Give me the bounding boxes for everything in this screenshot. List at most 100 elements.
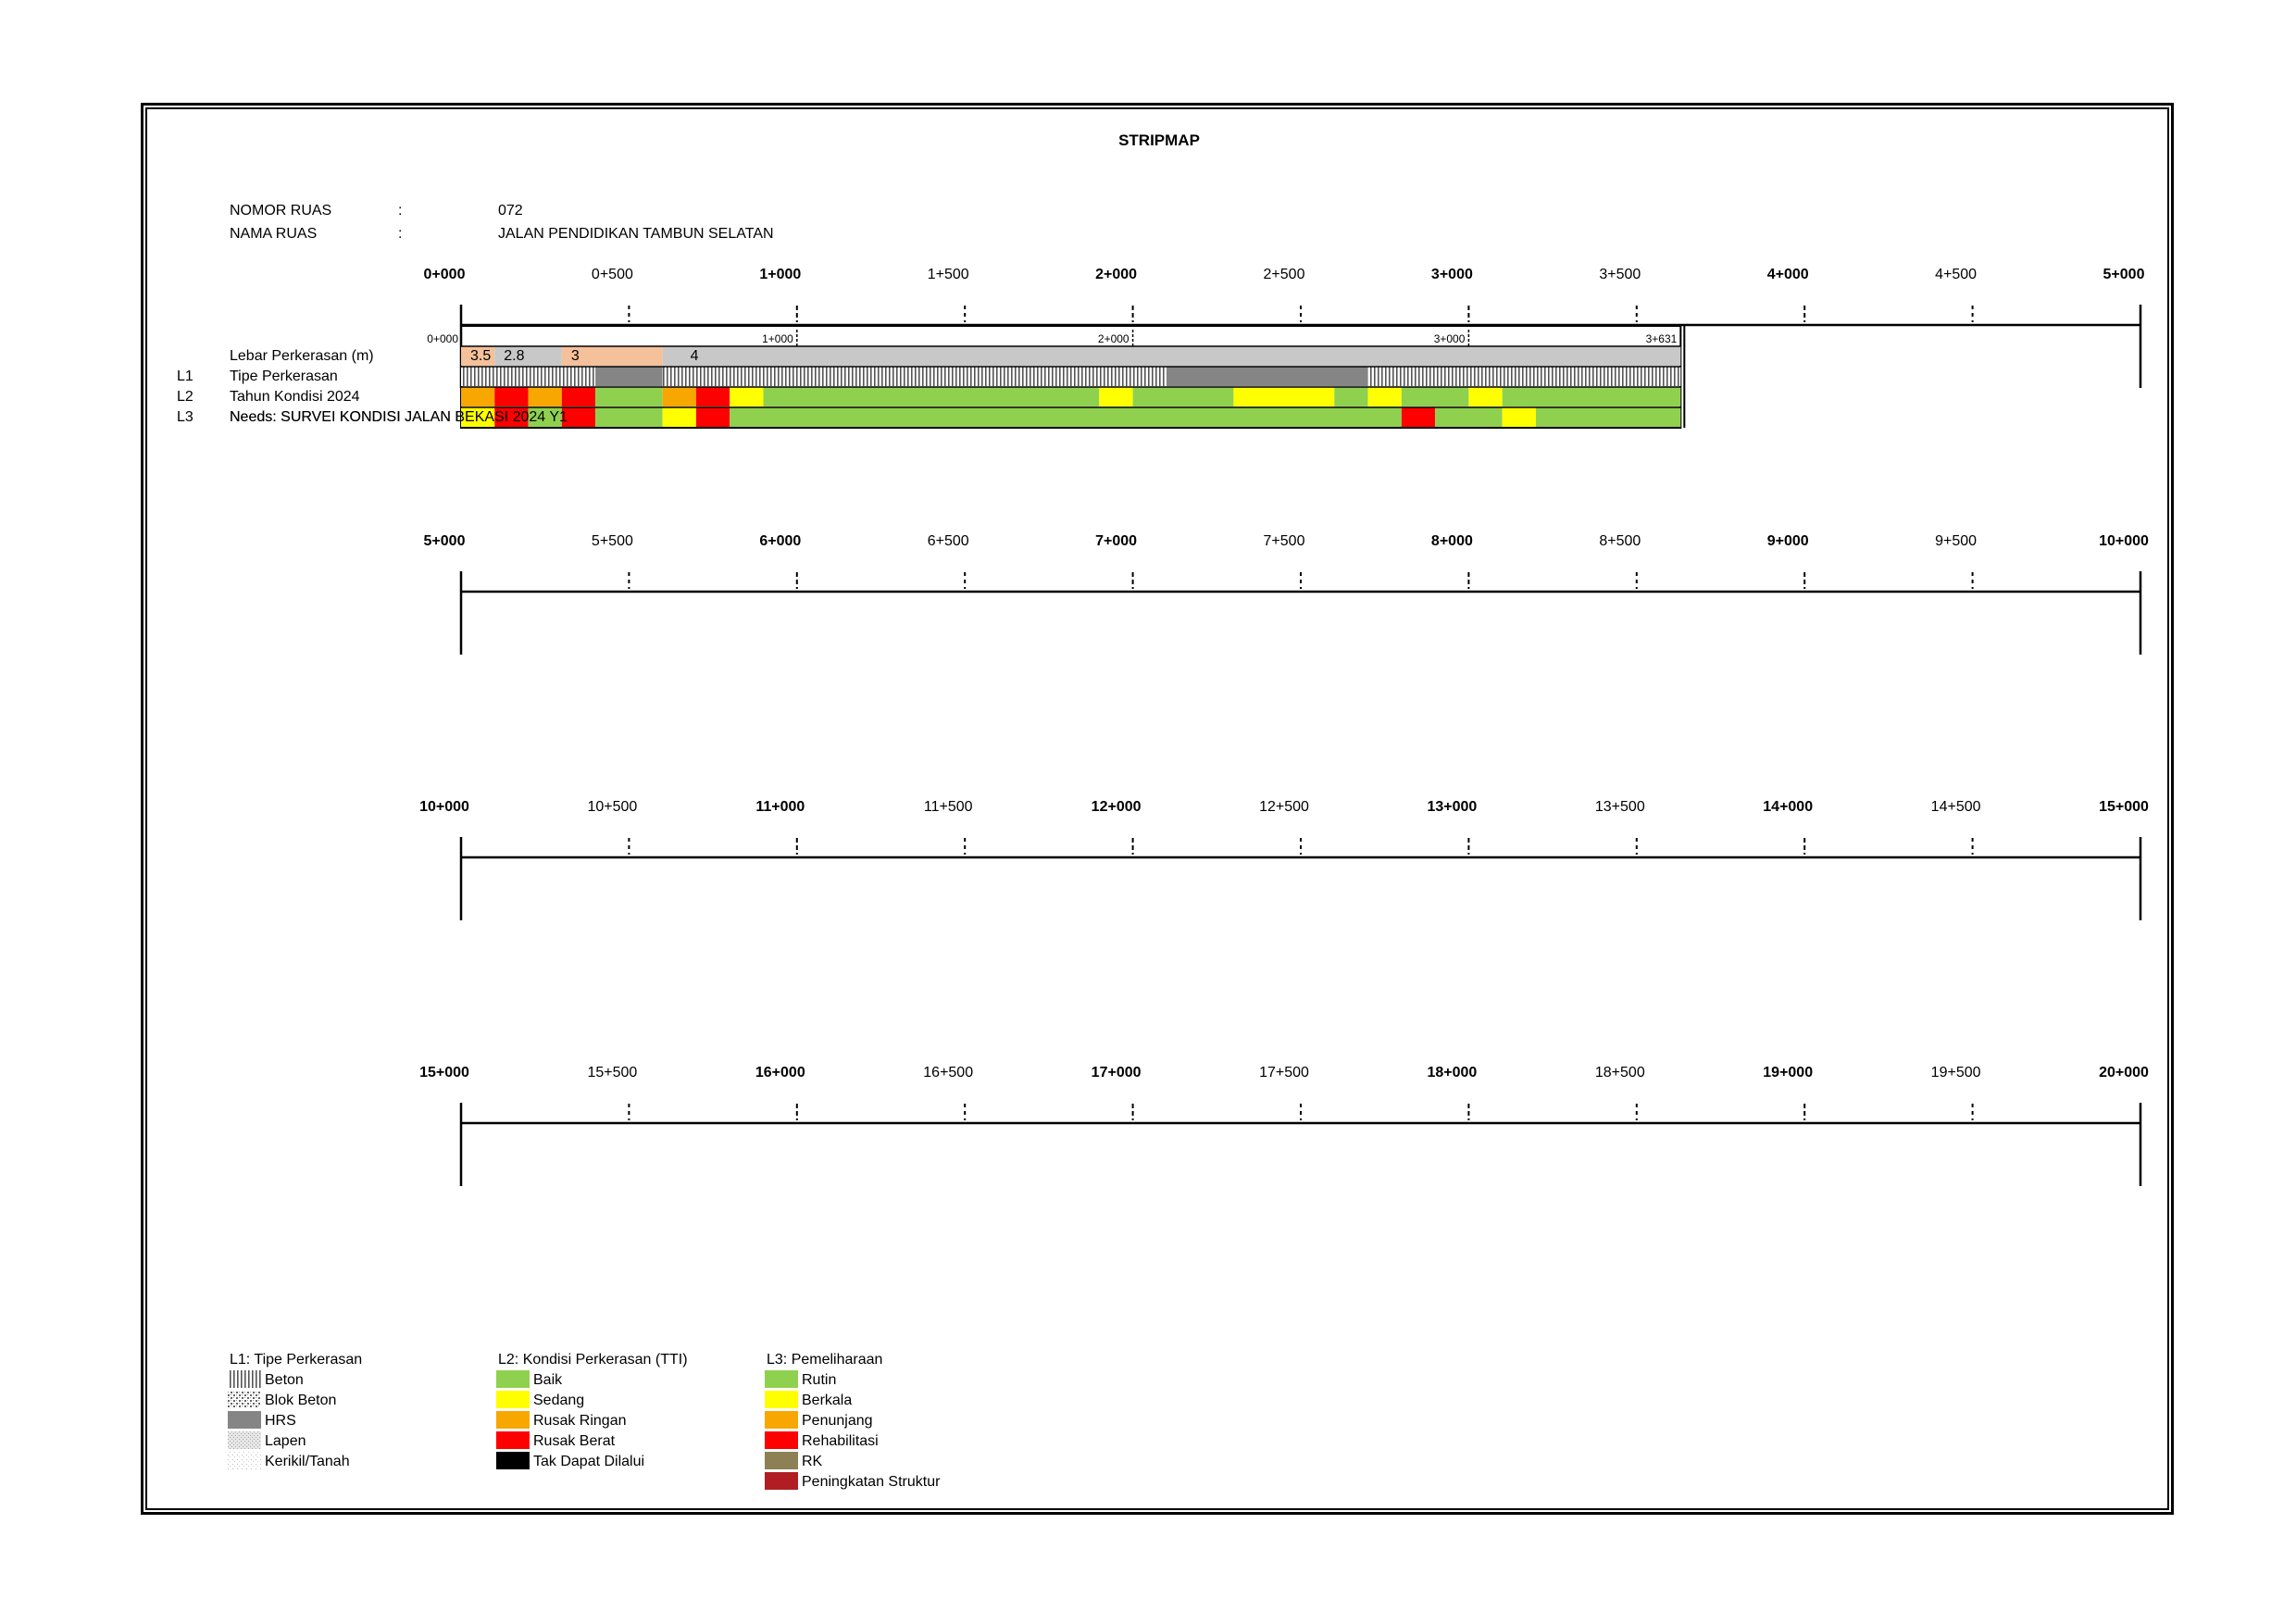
legend-swatch (765, 1391, 798, 1408)
inner-km-label: 2+000 (1098, 332, 1129, 345)
needs-segment (528, 407, 562, 427)
strip-row-code: L1 (177, 369, 193, 384)
axis-km-label: 8+500 (1599, 533, 1641, 549)
strip-row-label: Tipe Perkerasan (230, 369, 338, 384)
legend-item-label: Lapen (265, 1433, 306, 1449)
legend-swatch (496, 1411, 530, 1429)
axis-km-label: 3+500 (1599, 267, 1641, 282)
axis-km-label: 10+000 (2099, 533, 2149, 549)
axis-km-label: 9+000 (1767, 533, 1809, 549)
inner-km-label: 0+000 (427, 332, 458, 345)
inner-km-label: 1+000 (762, 332, 793, 345)
needs-segment (1535, 407, 1681, 427)
condition-segment (1468, 387, 1503, 406)
page-outer-border (141, 103, 2174, 1515)
legend-item-label: Rehabilitasi (802, 1433, 879, 1449)
axis-km-label: 10+500 (587, 799, 637, 815)
legend-l1-title: L1: Tipe Perkerasan (230, 1352, 362, 1368)
width-segment (561, 346, 663, 366)
legend-item-label: Baik (533, 1372, 563, 1388)
legend: L1: Tipe Perkerasan Beton Blok Beton HRS Lap… (228, 1352, 941, 1490)
axis-km-label: 20+000 (2099, 1065, 2149, 1081)
axis-km-label: 17+500 (1259, 1065, 1309, 1081)
axis-km-label: 18+500 (1595, 1065, 1645, 1081)
needs-row-label-overlay: Needs: SURVEI KONDISI JALAN BEKASI 2024 … (230, 409, 568, 425)
axis-km-label: 4+000 (1767, 267, 1809, 282)
axis-km-label: 5+000 (424, 533, 466, 549)
condition-segment (1334, 387, 1368, 406)
needs-segment (561, 407, 596, 427)
axis-km-label: 11+500 (924, 799, 973, 815)
legend-item-label: Beton (265, 1372, 304, 1388)
condition-segment (1367, 387, 1402, 406)
condition-segment (662, 387, 696, 406)
condition-segment (1233, 387, 1335, 406)
legend-swatch (228, 1411, 261, 1429)
axis-km-label: 16+000 (755, 1065, 805, 1081)
needs-segment (494, 407, 529, 427)
condition-segment (561, 387, 596, 406)
condition-segment (763, 387, 1100, 406)
needs-segment (1502, 407, 1536, 427)
axis-km-label: 13+500 (1595, 799, 1645, 815)
condition-segment (1401, 387, 1469, 406)
axis-km-label: 8+000 (1431, 533, 1473, 549)
axis-km-label: 15+000 (2099, 799, 2149, 815)
width-segment (662, 346, 1681, 366)
nama-ruas-label: NAMA RUAS (230, 226, 317, 242)
page-inner-border (145, 107, 2169, 1510)
width-segment-value: 2.8 (504, 348, 524, 364)
legend-swatch (496, 1370, 530, 1388)
needs-segment (695, 407, 730, 427)
axis-km-label: 10+000 (419, 799, 469, 815)
legend-swatch (496, 1452, 530, 1469)
strip-row-code: L3 (177, 409, 193, 425)
legend-swatch (228, 1370, 261, 1388)
legend-swatch (228, 1452, 261, 1469)
legend-swatch (765, 1472, 798, 1490)
legend-item-label: Kerikil/Tanah (265, 1454, 350, 1469)
needs-segment (1401, 407, 1436, 427)
needs-segment (730, 407, 1402, 427)
axis-km-label: 4+500 (1935, 267, 1977, 282)
axis-km-label: 6+500 (928, 533, 969, 549)
axis-km-label: 5+500 (592, 533, 633, 549)
road-strips: Lebar Perkerasan (m) L1 Tipe Perkerasan L2 T… (177, 325, 1686, 429)
legend-item-label: Tak Dapat Dilalui (533, 1454, 644, 1469)
axis-km-label: 14+500 (1931, 799, 1981, 815)
axis-km-label: 2+500 (1264, 267, 1305, 282)
axis-km-label: 7+500 (1264, 533, 1305, 549)
surface-segment (461, 367, 596, 386)
surface-segment (1367, 367, 1681, 386)
legend-swatch (228, 1391, 261, 1408)
axis-km-label: 19+000 (1763, 1065, 1813, 1081)
axis-km-label: 15+000 (419, 1065, 469, 1081)
axis-km-label: 13+000 (1427, 799, 1477, 815)
legend-item-label: Peningkatan Struktur (802, 1474, 941, 1490)
axis-km-label: 12+000 (1092, 799, 1142, 815)
axis-km-label: 12+500 (1259, 799, 1309, 815)
legend-swatch (765, 1411, 798, 1429)
legend-swatch (765, 1431, 798, 1449)
condition-segment (595, 387, 663, 406)
axis-km-label: 1+000 (759, 267, 801, 282)
legend-item-label: Rutin (802, 1372, 836, 1388)
needs-segment (662, 407, 696, 427)
needs-segment (461, 407, 495, 427)
legend-l2-title: L2: Kondisi Perkerasan (TTI) (498, 1352, 688, 1368)
surface-segment (662, 367, 1167, 386)
condition-segment (1502, 387, 1681, 406)
km-axes: 0+000 0+500 1+000 1+500 2+000 2+500 3+000 3+500… (419, 267, 2149, 1186)
axis-km-label: 15+500 (587, 1065, 637, 1081)
condition-segment (1132, 387, 1234, 406)
width-segment-value: 3 (571, 348, 580, 364)
legend-item-label: Rusak Berat (533, 1433, 616, 1449)
width-segment-value: 3.5 (470, 348, 491, 364)
condition-segment (494, 387, 529, 406)
strip-row-label: Tahun Kondisi 2024 (230, 389, 360, 405)
nama-ruas-separator: : (398, 226, 402, 242)
axis-km-label: 14+000 (1763, 799, 1813, 815)
axis-km-label: 17+000 (1092, 1065, 1142, 1081)
page-title: STRIPMAP (1118, 131, 1200, 149)
nama-ruas-value: JALAN PENDIDIKAN TAMBUN SELATAN (498, 226, 774, 242)
